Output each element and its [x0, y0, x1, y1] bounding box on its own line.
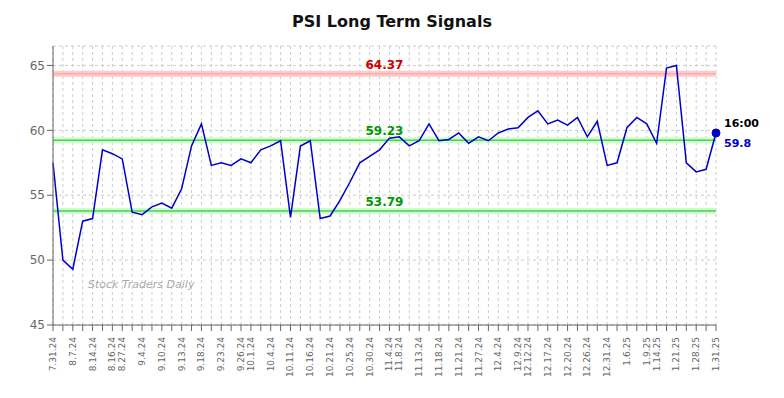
svg-text:1.21.25: 1.21.25 — [671, 337, 681, 371]
svg-text:11.8.24: 11.8.24 — [394, 337, 404, 372]
svg-text:10.1.24: 10.1.24 — [246, 337, 256, 372]
svg-text:1.28.25: 1.28.25 — [691, 337, 701, 371]
html-text:Stock Traders Daily: Stock Traders Daily — [88, 278, 195, 291]
svg-text:53.79: 53.79 — [366, 195, 404, 209]
svg-text:12.17.24: 12.17.24 — [543, 337, 553, 377]
svg-text:12.20.24: 12.20.24 — [563, 337, 573, 377]
svg-text:8.7.24: 8.7.24 — [68, 337, 78, 366]
svg-text:9.26.24: 9.26.24 — [236, 337, 246, 372]
svg-text:12.31.24: 12.31.24 — [602, 337, 612, 377]
svg-text:11.4.24: 11.4.24 — [384, 337, 394, 372]
svg-text:9.23.24: 9.23.24 — [216, 337, 226, 372]
svg-text:9.13.24: 9.13.24 — [177, 337, 187, 372]
svg-text:10.4.24: 10.4.24 — [266, 337, 276, 372]
svg-text:10.25.24: 10.25.24 — [345, 337, 355, 377]
html-text:PSI Long Term Signals: PSI Long Term Signals — [292, 12, 492, 31]
svg-text:12.26.24: 12.26.24 — [582, 337, 592, 377]
svg-text:10.30.24: 10.30.24 — [365, 337, 375, 377]
svg-text:50: 50 — [30, 253, 45, 267]
svg-text:1.6.25: 1.6.25 — [622, 337, 632, 366]
svg-text:60: 60 — [30, 124, 45, 138]
svg-text:9.4.24: 9.4.24 — [137, 337, 147, 366]
svg-text:11.18.24: 11.18.24 — [434, 337, 444, 377]
svg-text:8.16.24: 8.16.24 — [107, 337, 117, 372]
svg-text:8.14.24: 8.14.24 — [88, 337, 98, 372]
svg-text:1.9.25: 1.9.25 — [642, 337, 652, 366]
svg-text:55: 55 — [30, 188, 45, 202]
svg-text:12.9.24: 12.9.24 — [513, 337, 523, 372]
svg-text:11.13.24: 11.13.24 — [414, 337, 424, 377]
svg-text:59.23: 59.23 — [366, 124, 404, 138]
svg-text:45: 45 — [30, 318, 45, 332]
svg-text:10.16.24: 10.16.24 — [305, 337, 315, 377]
svg-text:59.8: 59.8 — [724, 137, 751, 150]
svg-text:9.10.24: 9.10.24 — [157, 337, 167, 372]
svg-text:16:00: 16:00 — [724, 117, 759, 130]
svg-text:7.31.24: 7.31.24 — [48, 337, 58, 372]
svg-text:65: 65 — [30, 59, 45, 73]
svg-text:10.21.24: 10.21.24 — [325, 337, 335, 377]
svg-text:10.11.24: 10.11.24 — [285, 337, 295, 377]
svg-text:1.31.25: 1.31.25 — [711, 337, 721, 371]
svg-text:11.27.24: 11.27.24 — [474, 337, 484, 377]
svg-text:1.14.25: 1.14.25 — [652, 337, 662, 371]
svg-text:11.21.24: 11.21.24 — [454, 337, 464, 377]
svg-text:64.37: 64.37 — [366, 58, 404, 72]
svg-text:9.18.24: 9.18.24 — [196, 337, 206, 372]
svg-text:12.12.24: 12.12.24 — [523, 337, 533, 377]
svg-text:12.4.24: 12.4.24 — [493, 337, 503, 372]
svg-text:8.27.24: 8.27.24 — [117, 337, 127, 372]
